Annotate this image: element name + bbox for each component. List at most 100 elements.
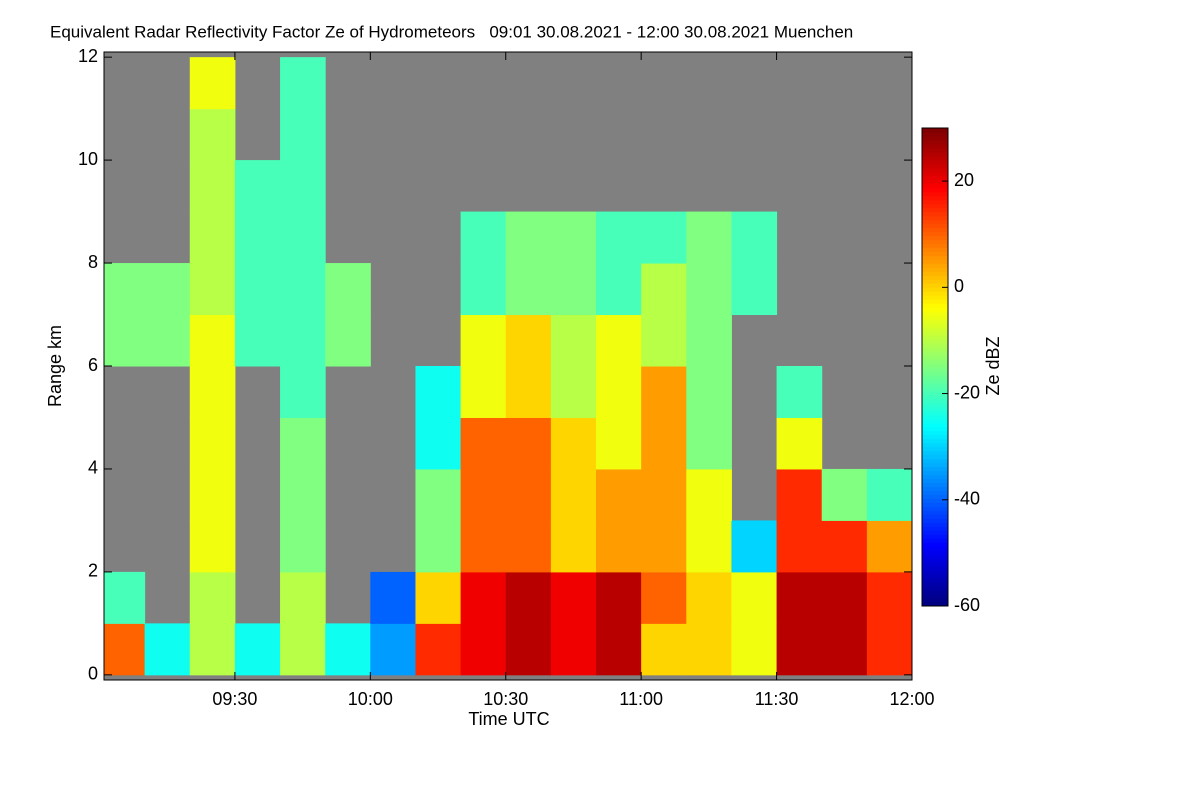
heatmap-cell [686, 211, 732, 264]
colorbar-step [922, 291, 948, 296]
colorbar-step [922, 343, 948, 348]
colorbar-step [922, 382, 948, 388]
colorbar-frame [921, 127, 949, 607]
heatmap-cell [144, 623, 191, 676]
colorbar-step [922, 299, 948, 304]
heatmap-cell [189, 211, 236, 264]
heatmap-cell [505, 314, 552, 367]
colorbar-step [922, 370, 948, 376]
colorbar-step [922, 502, 948, 507]
heatmap-cell [189, 57, 236, 110]
colorbar-step [922, 259, 948, 264]
colorbar-step [922, 482, 948, 487]
heatmap-cell [686, 417, 732, 470]
colorbar-step [922, 426, 948, 432]
heatmap-cell [686, 520, 732, 573]
heatmap-cell [596, 417, 642, 470]
colorbar-step [922, 406, 948, 412]
colorbar-step [922, 586, 948, 591]
colorbar-step [922, 566, 948, 571]
heatmap-cell [550, 263, 597, 316]
heatmap-cell [460, 571, 507, 624]
colorbar-step [922, 550, 948, 555]
heatmap-cell [776, 468, 823, 521]
heatmap-cell [550, 211, 597, 264]
heatmap-cell [234, 314, 281, 367]
x-tick-label: 09:30 [212, 689, 257, 709]
colorbar-step [922, 199, 948, 205]
colorbar-step [922, 275, 948, 280]
colorbar-step [922, 534, 948, 539]
heatmap-cell [641, 468, 687, 521]
heatmap-cell [189, 314, 236, 367]
heatmap-cell [325, 314, 371, 367]
colorbar-step [922, 327, 948, 332]
heatmap-cell [776, 571, 823, 624]
heatmap-cell [460, 417, 507, 470]
heatmap-cell [596, 366, 642, 418]
colorbar-step [922, 323, 948, 328]
heatmap-cell [776, 417, 823, 470]
colorbar-step [922, 442, 948, 448]
heatmap-cell [234, 623, 281, 676]
colorbar-step [922, 207, 948, 213]
colorbar-step [922, 390, 948, 396]
heatmap-cell [505, 571, 552, 624]
colorbar-step [922, 335, 948, 340]
colorbar-step [922, 363, 948, 368]
heatmap-cell [280, 366, 326, 418]
heatmap-cell [821, 468, 868, 521]
colorbar-step [922, 522, 948, 527]
colorbar-step [922, 339, 948, 344]
heatmap-cell [189, 366, 236, 418]
colorbar-step [922, 227, 948, 233]
heatmap-cell [550, 468, 597, 521]
colorbar-step [922, 307, 948, 312]
colorbar-step [922, 454, 948, 460]
colorbar-step [922, 474, 948, 480]
heatmap-cell [280, 571, 326, 624]
heatmap-cell [505, 366, 552, 418]
colorbar-step [922, 283, 948, 288]
colorbar-step [922, 458, 948, 464]
colorbar [922, 128, 948, 607]
heatmap-cell [415, 520, 462, 573]
colorbar-step [922, 490, 948, 495]
colorbar-step [922, 414, 948, 420]
heatmap-cell [866, 468, 913, 521]
colorbar-step [922, 478, 948, 484]
heatmap-cell [641, 314, 687, 367]
x-axis-label: Time UTC [468, 709, 549, 729]
heatmap-cell [189, 263, 236, 316]
heatmap-cell [866, 571, 913, 624]
heatmap-cell [776, 520, 823, 573]
heatmap-cell [415, 468, 462, 521]
heatmap-cell [280, 108, 326, 161]
heatmap-cell [104, 314, 146, 367]
heatmap-cell [325, 263, 371, 316]
colorbar-step [922, 191, 948, 197]
x-tick-label: 10:30 [483, 689, 528, 709]
colorbar-step [922, 171, 948, 177]
colorbar-step [922, 410, 948, 416]
colorbar-tick-label: -60 [954, 595, 980, 615]
colorbar-step [922, 570, 948, 575]
heatmap-cell [641, 211, 687, 264]
colorbar-step [922, 554, 948, 559]
colorbar-step [922, 562, 948, 567]
colorbar-step [922, 311, 948, 316]
y-tick-label: 10 [78, 149, 98, 169]
colorbar-step [922, 430, 948, 436]
heatmap-cell [189, 108, 236, 161]
colorbar-step [922, 187, 948, 193]
heatmap-cell [505, 468, 552, 521]
y-tick-label: 4 [88, 458, 98, 478]
heatmap-cell [234, 160, 281, 213]
colorbar-step [922, 231, 948, 237]
colorbar-step [922, 378, 948, 384]
heatmap-cell [415, 571, 462, 624]
colorbar-step [922, 359, 948, 364]
colorbar-step [922, 402, 948, 408]
heatmap-cell [596, 314, 642, 367]
